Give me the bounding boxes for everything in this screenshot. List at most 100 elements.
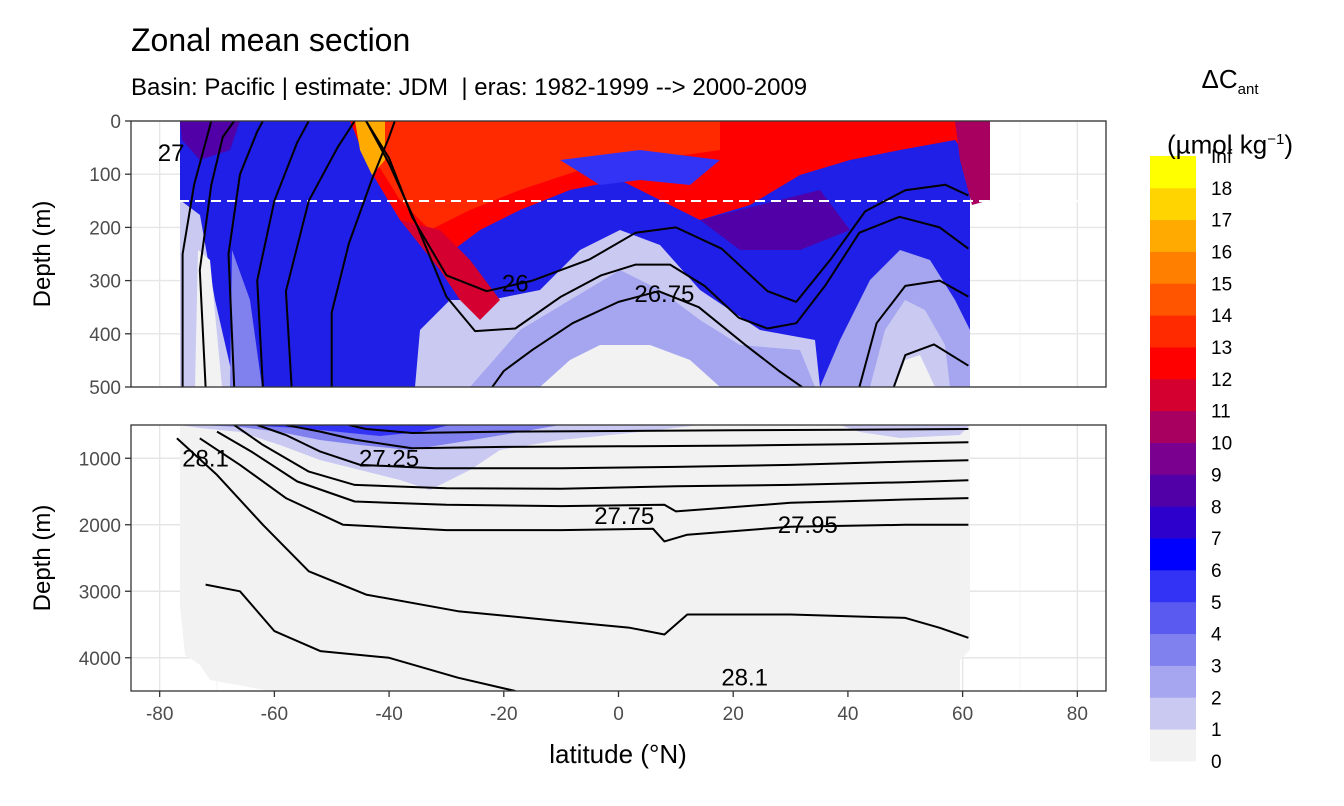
legend-label-2: 17: [1211, 211, 1232, 232]
legend-swatch-3: [1150, 633, 1196, 666]
legend-swatch-9: [1150, 442, 1196, 475]
x-axis-label: latitude (°N): [549, 739, 687, 769]
lower-panel: [130, 424, 1107, 692]
legend-unit-main: (µmol kg: [1167, 129, 1268, 160]
legend-swatch-5: [1150, 569, 1196, 603]
legend-swatch-16: [1150, 219, 1196, 252]
lower-isopycnal-6: [176, 437, 969, 639]
legend-label-5: 14: [1211, 306, 1233, 327]
legend-label-11: 8: [1211, 497, 1222, 518]
legend-swatch-18: [1150, 156, 1196, 189]
legend-label-9: 10: [1211, 434, 1232, 455]
legend-swatch-6: [1150, 538, 1196, 571]
contour-label-6: 27.95: [778, 512, 838, 539]
upper-isopycnal-2: [227, 121, 264, 387]
lower-y-tick-label-1: 2000: [79, 516, 121, 537]
upper-y-tick-label-1: 100: [89, 165, 121, 186]
legend-label-14: 5: [1211, 593, 1222, 614]
lower-isopycnals: [176, 425, 969, 691]
lower-isopycnal-0: [348, 425, 969, 434]
legend-label-15: 4: [1211, 625, 1222, 646]
legend-swatch-2: [1150, 665, 1196, 698]
contour-label-5: 27.75: [594, 503, 654, 530]
upper-isopycnal-1: [198, 121, 236, 387]
x-tick-label-8: 80: [1067, 704, 1088, 725]
upper-isopycnal-7: [365, 121, 969, 333]
lower-isopycnal-3: [233, 425, 969, 490]
x-tick-label-1: -60: [261, 704, 288, 725]
lower-y-tick-label-3: 4000: [79, 649, 121, 670]
legend-label-19: 0: [1211, 752, 1222, 773]
x-tick-label-3: -20: [490, 704, 517, 725]
legend-label-7: 12: [1211, 370, 1232, 391]
legend-swatch-13: [1150, 315, 1196, 348]
upper-isopycnal-3: [256, 121, 310, 387]
lower-isopycnal-5: [199, 437, 969, 543]
legend-unit-sup: −1: [1267, 131, 1285, 149]
lower-y-tick-label-0: 1000: [79, 449, 121, 470]
y-axis-label-upper: Depth (m): [29, 201, 56, 308]
upper-isopycnal-8: [491, 290, 803, 387]
legend-unit-end: ): [1284, 129, 1293, 160]
upper-y-tick-label-3: 300: [89, 272, 121, 293]
legend-label-4: 15: [1211, 274, 1232, 295]
lower-isopycnal-1: [285, 425, 969, 450]
legend-label-1: 18: [1211, 179, 1232, 200]
upper-fill: [180, 121, 990, 387]
upper-isopycnal-9: [858, 279, 969, 387]
lower-isopycnal-4: [216, 430, 969, 513]
legend-label-16: 3: [1211, 657, 1222, 678]
upper-panel: [130, 120, 1107, 388]
chart-subtitle: Basin: Pacific | estimate: JDM | eras: 1…: [131, 74, 808, 101]
upper-y-tick-label-2: 200: [89, 218, 121, 239]
legend-title-sub: ant: [1237, 81, 1259, 99]
legend-label-17: 2: [1211, 688, 1222, 709]
upper-isopycnal-0: [181, 121, 213, 387]
x-tick-label-7: 60: [952, 704, 973, 725]
legend-swatch-4: [1150, 601, 1196, 635]
legend-swatch-15: [1150, 251, 1196, 284]
legend-label-10: 9: [1211, 465, 1222, 486]
x-tick-label-5: 20: [723, 704, 744, 725]
chart-title: Zonal mean section: [131, 22, 411, 58]
legend-label-0: Inf: [1211, 147, 1233, 168]
upper-isopycnals: [181, 121, 969, 387]
upper-y-tick-label-5: 500: [89, 378, 121, 399]
lower-isopycnal-2: [256, 425, 969, 470]
legend-swatch-14: [1150, 283, 1196, 316]
legend-swatch-17: [1150, 187, 1196, 221]
legend-swatch-10: [1150, 410, 1196, 443]
upper-isopycnal-10: [892, 343, 969, 387]
contour-label-2: 27: [158, 140, 185, 167]
upper-y-tick-label-0: 0: [110, 112, 121, 133]
lower-isopycnal-7: [205, 583, 516, 691]
legend-label-18: 1: [1211, 720, 1222, 741]
legend-swatch-1: [1150, 697, 1196, 730]
contour-label-0: 26: [502, 270, 529, 297]
upper-isopycnal-6: [365, 121, 969, 303]
y-axis-label-lower: Depth (m): [29, 505, 56, 612]
x-tick-label-0: -80: [146, 704, 173, 725]
legend-swatch-11: [1150, 378, 1196, 412]
legend-label-13: 6: [1211, 561, 1222, 582]
contour-labels: 26 26.75 27 28.1 27.25 27.75 27.95 28.1: [158, 140, 838, 692]
legend-title-main: ΔC: [1201, 64, 1238, 94]
legend-label-8: 11: [1211, 402, 1231, 423]
legend-swatch-8: [1150, 474, 1196, 507]
contour-label-4: 27.25: [359, 445, 419, 472]
upper-y-tick-label-4: 400: [89, 325, 121, 346]
legend-swatch-7: [1150, 506, 1196, 539]
lower-y-tick-label-2: 3000: [79, 582, 121, 603]
legend-label-3: 16: [1211, 243, 1232, 264]
legend-label-12: 7: [1211, 529, 1222, 550]
x-tick-label-6: 40: [837, 704, 858, 725]
axes: -80 -60 -40 -20 0 20 40 60 80 0 100 200 300 400 500 100…: [79, 112, 1088, 725]
contour-label-3: 28.1: [182, 445, 229, 472]
x-tick-label-2: -40: [375, 704, 402, 725]
legend-label-6: 13: [1211, 338, 1232, 359]
upper-isopycnal-4: [284, 121, 356, 387]
legend-swatch-12: [1150, 347, 1196, 380]
upper-isopycnal-5: [330, 121, 396, 387]
